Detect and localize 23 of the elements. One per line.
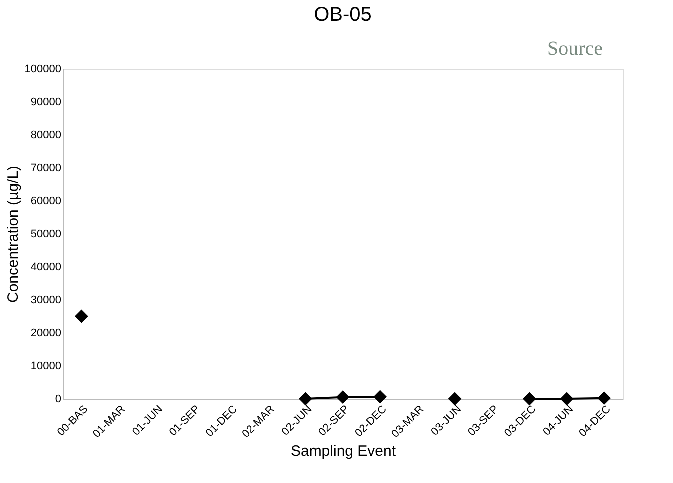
point: [298, 392, 312, 406]
point: [336, 390, 350, 404]
y-tick-label: 60000: [30, 196, 62, 208]
y-tick-label: 10000: [30, 360, 62, 372]
text: Source: [547, 38, 604, 60]
chart-title: OB-05: [314, 4, 372, 26]
y-tick-label: 20000: [30, 328, 62, 340]
y-tick-label: 40000: [30, 262, 62, 274]
y-tick-label: 70000: [30, 162, 62, 174]
y-tick-label: 30000: [30, 294, 62, 306]
point: [374, 390, 388, 404]
y-tick-label: 80000: [30, 130, 62, 142]
point: [74, 310, 88, 324]
y-tick-label: 50000: [30, 228, 62, 240]
y-tick-label: 100000: [24, 64, 62, 76]
y-tick-label: 90000: [30, 96, 62, 108]
y-axis-title: Concentration (µg/L): [4, 166, 22, 304]
x-axis-title: Sampling Event: [290, 442, 397, 460]
point: [448, 392, 462, 406]
point: [560, 392, 574, 406]
point: [522, 392, 536, 406]
point: [598, 392, 612, 406]
y-tick-label: 0: [55, 394, 62, 406]
